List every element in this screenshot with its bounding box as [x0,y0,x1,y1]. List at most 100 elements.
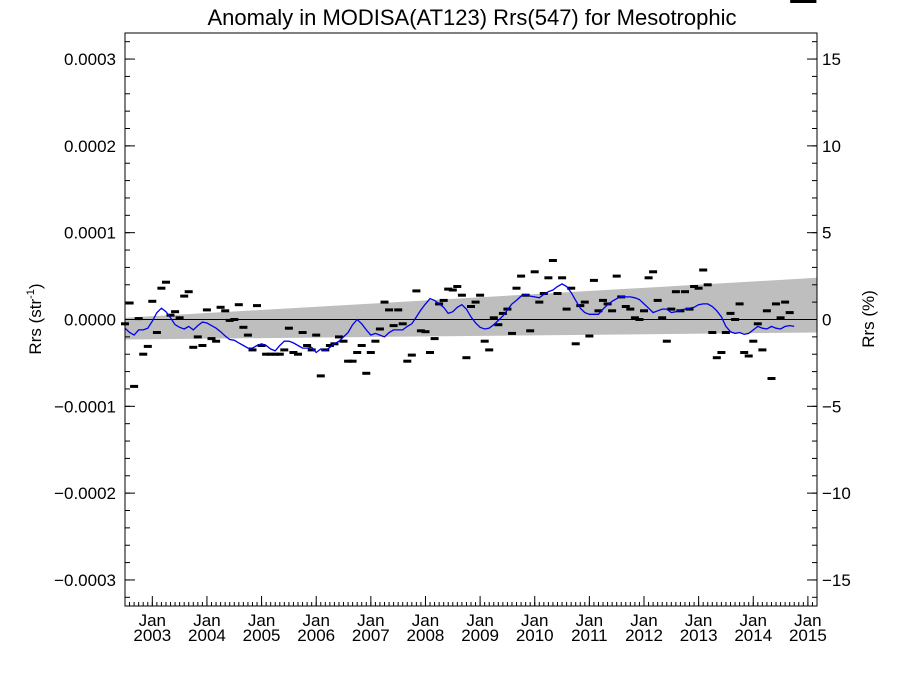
anomaly-point [407,353,416,357]
x-tick-label-month: Jan [521,611,548,630]
x-tick-label-month: Jan [302,611,329,630]
plot-area [121,0,817,388]
x-tick-label-year: 2011 [571,626,608,645]
anomaly-point [157,286,166,290]
anomaly-point [362,371,371,375]
y-tick-label: 0.0002 [64,137,116,156]
anomaly-point [335,335,343,339]
y2-tick-label: −15 [822,571,851,590]
anomaly-point [708,331,717,334]
anomaly-point [544,276,553,280]
uncertainty-band [125,277,817,340]
anomaly-point [243,333,252,337]
y2-tick-label: 0 [822,311,831,330]
x-tick-label-month: Jan [466,611,493,630]
y-tick-label: 0.0001 [64,224,116,243]
anomaly-point [790,0,799,3]
anomaly-point [416,329,425,333]
anomaly-point [316,374,325,378]
y2-tick-label: 15 [822,50,841,69]
anomaly-point [453,285,462,288]
y-tick-label: −0.0003 [54,571,116,590]
anomaly-point [599,298,607,302]
anomaly-point [617,295,626,299]
anomaly-point [735,302,744,306]
anomaly-point [430,337,439,341]
anomaly-point [571,342,580,346]
axes: 0.0003 0.0002 0.0001 0.0000 −0.0001 −0.0002 −0… [54,32,851,645]
y-axis-label-text: Rrs (str [26,299,45,355]
x-tick-label-month: Jan [576,611,603,630]
anomaly-point [681,290,689,294]
anomaly-point [740,351,749,354]
anomaly-point [667,307,676,311]
anomaly-point [125,301,134,305]
anomaly-point [298,331,307,334]
y-axis-label: Rrs (str-1) [25,283,45,354]
anomaly-point [130,384,139,388]
anomaly-point [357,344,366,347]
anomaly-point [143,344,152,348]
anomaly-point [312,333,321,337]
anomaly-point [148,299,157,303]
y-tick-label: −0.0002 [54,484,116,503]
anomaly-point [621,305,630,308]
y-axis-label-close: ) [26,283,45,289]
anomaly-point [539,292,548,295]
chart-title: Anomaly in MODISA(AT123) Rrs(547) for Me… [208,5,737,30]
anomaly-point [653,298,662,302]
anomaly-point [280,348,289,352]
anomaly-point [253,304,261,308]
anomaly-point [731,318,740,321]
x-tick-label-month: Jan [630,611,657,630]
anomaly-point [517,274,526,278]
anomaly-point [785,311,794,315]
anomaly-point [753,322,762,326]
anomaly-point [630,316,639,320]
anomaly-point [589,278,598,282]
anomaly-point [166,313,175,317]
anomaly-point [212,339,221,343]
anomaly-point [389,324,398,328]
anomaly-point [398,322,407,326]
x-tick-label-year: 2010 [516,626,554,645]
anomaly-point [476,293,485,297]
anomaly-point [289,351,298,354]
anomaly-point [690,285,699,288]
anomaly-point [216,305,225,309]
anomaly-point [717,351,726,354]
x-tick-label-month: Jan [740,611,767,630]
y2-tick-label: −10 [822,484,851,503]
anomaly-point [526,329,535,333]
anomaly-point [353,351,362,354]
anomaly-point [321,348,330,352]
anomaly-point [134,317,143,321]
anomaly-point [485,348,494,352]
anomaly-point [225,318,234,322]
anomaly-point [275,352,284,356]
x-tick-label-month: Jan [139,611,166,630]
anomaly-point [426,351,434,354]
anomaly-point [380,300,389,304]
anomaly-point [344,359,353,363]
anomaly-point [171,310,180,314]
x-tick-label-month: Jan [685,611,712,630]
anomaly-point [799,0,808,3]
anomaly-point [162,280,170,284]
anomaly-point [480,339,489,343]
running-mean-line [124,283,795,354]
x-tick-label-month: Jan [357,611,384,630]
anomaly-point [180,294,189,298]
anomaly-point [762,309,771,313]
anomaly-point [726,311,735,315]
anomaly-point [467,305,475,308]
anomaly-point [794,0,803,3]
anomaly-point [444,287,453,291]
anomaly-point [553,292,562,295]
anomaly-point [385,308,394,312]
anomaly-point [626,307,635,311]
anomaly-point [671,290,680,294]
anomaly-point [152,331,161,334]
anomaly-point [699,268,708,272]
